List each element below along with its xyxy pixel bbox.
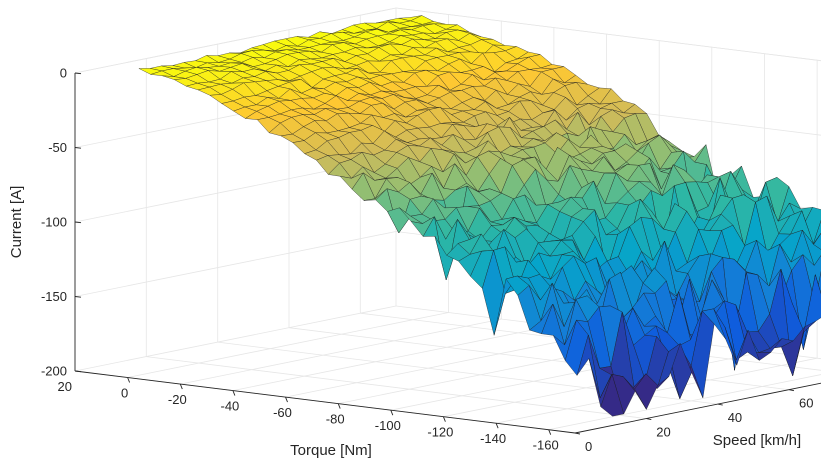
surface-patch	[600, 374, 624, 417]
x-tick-label: 0	[121, 386, 128, 401]
floor-grid-line	[232, 325, 554, 391]
z-tick	[74, 221, 82, 224]
y-tick-label: 40	[728, 410, 742, 425]
floor-grid-line	[127, 312, 449, 378]
y-tick	[717, 403, 723, 406]
y-tick	[788, 389, 795, 392]
floor-grid-line	[285, 331, 607, 398]
y-tick	[646, 418, 652, 421]
floor-grid-line	[548, 374, 821, 431]
z-tick	[74, 296, 82, 298]
x-tick-label: -120	[427, 425, 453, 440]
x-tick-label: -80	[326, 412, 345, 427]
x-tick	[442, 416, 446, 422]
floor-grid-line	[180, 318, 502, 385]
floor-grid-line	[217, 341, 718, 405]
floor-grid-line	[146, 356, 647, 419]
side-wall-grid-line	[74, 231, 397, 297]
z-tick-label: -150	[41, 289, 67, 304]
x-tick-label: -20	[168, 392, 187, 407]
z-tick	[74, 72, 82, 75]
x-tick	[127, 377, 131, 383]
x-tick-label: -140	[480, 431, 506, 446]
x-tick	[337, 403, 341, 409]
box-edge	[74, 7, 397, 74]
side-wall-grid-line	[74, 305, 397, 372]
floor-grid-line	[496, 357, 818, 424]
x-tick-label: -100	[375, 418, 401, 433]
y-axis-label: Speed [km/h]	[713, 432, 801, 449]
x-tick	[285, 396, 288, 403]
x-tick	[179, 383, 183, 390]
y-tick-label: 0	[585, 439, 592, 454]
x-tick-label: 20	[58, 379, 72, 394]
z-tick-label: -200	[41, 364, 67, 379]
y-tick	[574, 432, 581, 435]
surface	[138, 15, 821, 417]
y-tick-label: 20	[656, 425, 670, 440]
y-axis-line	[574, 382, 821, 434]
z-tick	[74, 147, 82, 149]
x-tick	[495, 423, 499, 429]
x-tick	[548, 429, 552, 435]
z-tick	[74, 370, 82, 373]
x-tick-label: -160	[533, 438, 559, 453]
x-axis-line	[74, 370, 576, 434]
z-tick-label: -100	[41, 215, 67, 230]
z-axis-label: Current [A]	[8, 186, 25, 259]
y-tick-label: 60	[799, 396, 813, 411]
z-tick-label: -50	[48, 140, 67, 155]
x-tick-label: -60	[273, 405, 292, 420]
z-tick-label: 0	[60, 66, 67, 81]
x-tick	[390, 410, 394, 416]
x-tick	[232, 390, 236, 396]
x-axis-label: Torque [Nm]	[290, 442, 372, 459]
box-edge	[395, 7, 821, 62]
x-tick-label: -40	[221, 399, 240, 414]
